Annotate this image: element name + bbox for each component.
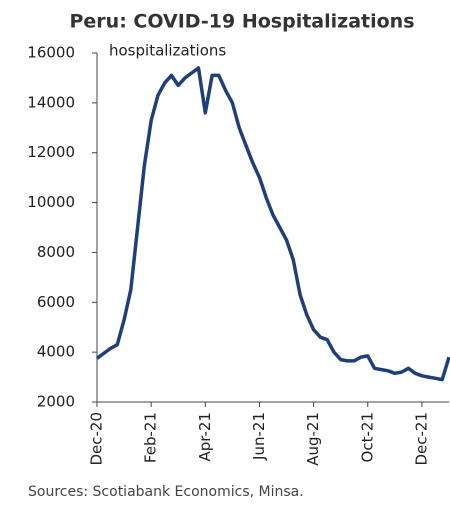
y-tick-label: 16000 xyxy=(27,44,75,62)
line-series xyxy=(95,66,450,382)
y-tick-label: 14000 xyxy=(27,93,75,111)
y-tick-label: 6000 xyxy=(37,293,75,311)
x-tick-label: Dec-20 xyxy=(88,412,106,466)
x-tick-label: Jun-21 xyxy=(250,412,268,461)
y-tick-label: 10000 xyxy=(27,193,75,211)
y-tick-label: 4000 xyxy=(37,343,75,361)
x-tick-label: Aug-21 xyxy=(304,412,322,466)
chart-title: Peru: COVID-19 Hospitalizations xyxy=(69,11,414,33)
y-tick-label: 2000 xyxy=(37,393,75,411)
y-tick-label: 12000 xyxy=(27,143,75,161)
x-tick-label: Feb-21 xyxy=(142,412,160,463)
x-tick-label: Apr-21 xyxy=(196,412,214,462)
y-tick-label: 8000 xyxy=(37,243,75,261)
x-tick-label: Dec-21 xyxy=(412,412,430,466)
x-tick-label: Oct-21 xyxy=(358,412,376,462)
source-note: Sources: Scotiabank Economics, Minsa. xyxy=(28,484,304,500)
y-axis-label: hospitalizations xyxy=(109,42,226,60)
